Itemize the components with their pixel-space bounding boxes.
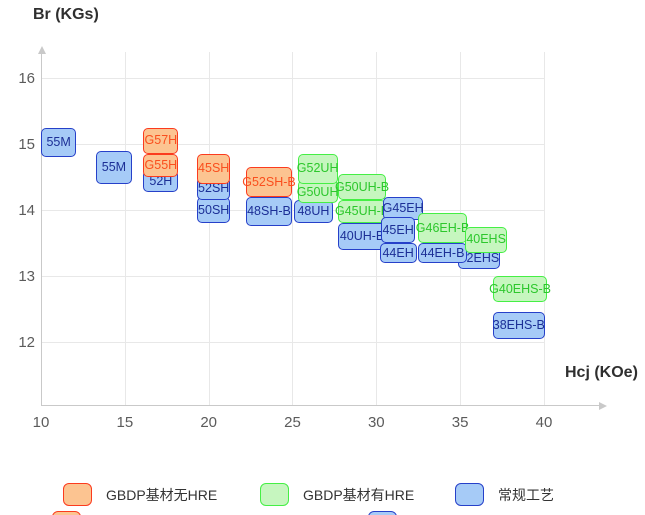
grade-box-45sh[interactable]: 45SH xyxy=(196,153,231,184)
x-tick-label-20: 20 xyxy=(200,414,217,431)
y-tick-label-16: 16 xyxy=(18,70,35,87)
grade-box-g57h[interactable]: G57H xyxy=(143,127,179,154)
gridline-x-20 xyxy=(208,52,210,405)
y-tick-label-14: 14 xyxy=(18,202,35,219)
x-tick-label-35: 35 xyxy=(451,414,469,431)
x-axis-arrow-icon xyxy=(599,401,607,410)
grade-box-g40ehs-b[interactable]: G40EHS-B xyxy=(489,276,551,303)
y-axis-arrow-icon xyxy=(37,46,46,54)
legend-overflow-swatch-gbdp_no_hre[interactable] xyxy=(52,511,81,515)
grade-box-38ehs-b[interactable]: 38EHS-B xyxy=(493,312,545,339)
y-axis-title: Br (KGs) xyxy=(33,6,99,23)
gridline-x-40 xyxy=(543,52,545,405)
gridline-x-15 xyxy=(124,52,126,405)
y-tick-label-13: 13 xyxy=(18,268,35,285)
y-axis-line xyxy=(41,54,42,405)
grade-box-40ehs[interactable]: 40EHS xyxy=(465,226,508,253)
grade-box-g45uh-b[interactable]: G45UH-B xyxy=(335,200,389,224)
y-tick-label-15: 15 xyxy=(18,136,35,153)
grade-box-g50uh-b[interactable]: G50UH-B xyxy=(335,173,389,201)
x-tick-label-40: 40 xyxy=(535,414,553,431)
legend: GBDP基材无HRE GBDP基材有HRE 常规工艺 xyxy=(0,483,645,507)
grade-box-g52uh[interactable]: G52UH xyxy=(297,153,338,184)
x-tick-label-30: 30 xyxy=(367,414,385,431)
legend-label: GBDP基材有HRE xyxy=(303,486,415,503)
grade-box-55m[interactable]: 55M xyxy=(41,127,77,158)
x-tick-label-10: 10 xyxy=(32,414,50,431)
legend-swatch-green-icon xyxy=(260,483,289,506)
legend-item-gbdp-no-hre[interactable]: GBDP基材无HRE xyxy=(63,483,217,506)
legend-item-conventional[interactable]: 常规工艺 xyxy=(455,483,554,506)
legend-item-gbdp-with-hre[interactable]: GBDP基材有HRE xyxy=(260,483,414,506)
legend-swatch-blue-icon xyxy=(455,483,484,506)
gridline-x-25 xyxy=(292,52,294,405)
y-tick-label-12: 12 xyxy=(18,334,35,351)
x-axis-line xyxy=(41,405,600,406)
grade-box-g46eh-b[interactable]: G46EH-B xyxy=(416,213,469,243)
grade-box-44eh-b[interactable]: 44EH-B xyxy=(418,243,467,263)
grade-box-55m[interactable]: 55M xyxy=(96,150,132,184)
legend-label: 常规工艺 xyxy=(498,486,554,503)
x-axis-title: Hcj (KOe) xyxy=(565,364,638,381)
grade-box-40uh-b[interactable]: 40UH-B xyxy=(337,223,387,250)
grade-box-44eh[interactable]: 44EH xyxy=(379,243,417,263)
grade-box-48sh-b[interactable]: 48SH-B xyxy=(245,196,293,227)
x-tick-label-15: 15 xyxy=(116,414,134,431)
grade-box-g52sh-b[interactable]: G52SH-B xyxy=(242,167,296,197)
x-tick-label-25: 25 xyxy=(284,414,301,431)
legend-swatch-orange-icon xyxy=(63,483,92,506)
grade-box-45eh[interactable]: 45EH xyxy=(381,216,415,243)
grade-box-50sh[interactable]: 50SH xyxy=(196,196,231,224)
grade-box-g45eh[interactable]: G45EH xyxy=(383,196,424,220)
grade-box-48uh[interactable]: 48UH xyxy=(294,200,333,224)
grade-box-g50uh[interactable]: G50UH xyxy=(297,180,338,204)
legend-label: GBDP基材无HRE xyxy=(106,486,218,503)
legend-overflow-swatch-conventional[interactable] xyxy=(368,511,397,515)
grade-box-g55h[interactable]: G55H xyxy=(143,153,179,177)
